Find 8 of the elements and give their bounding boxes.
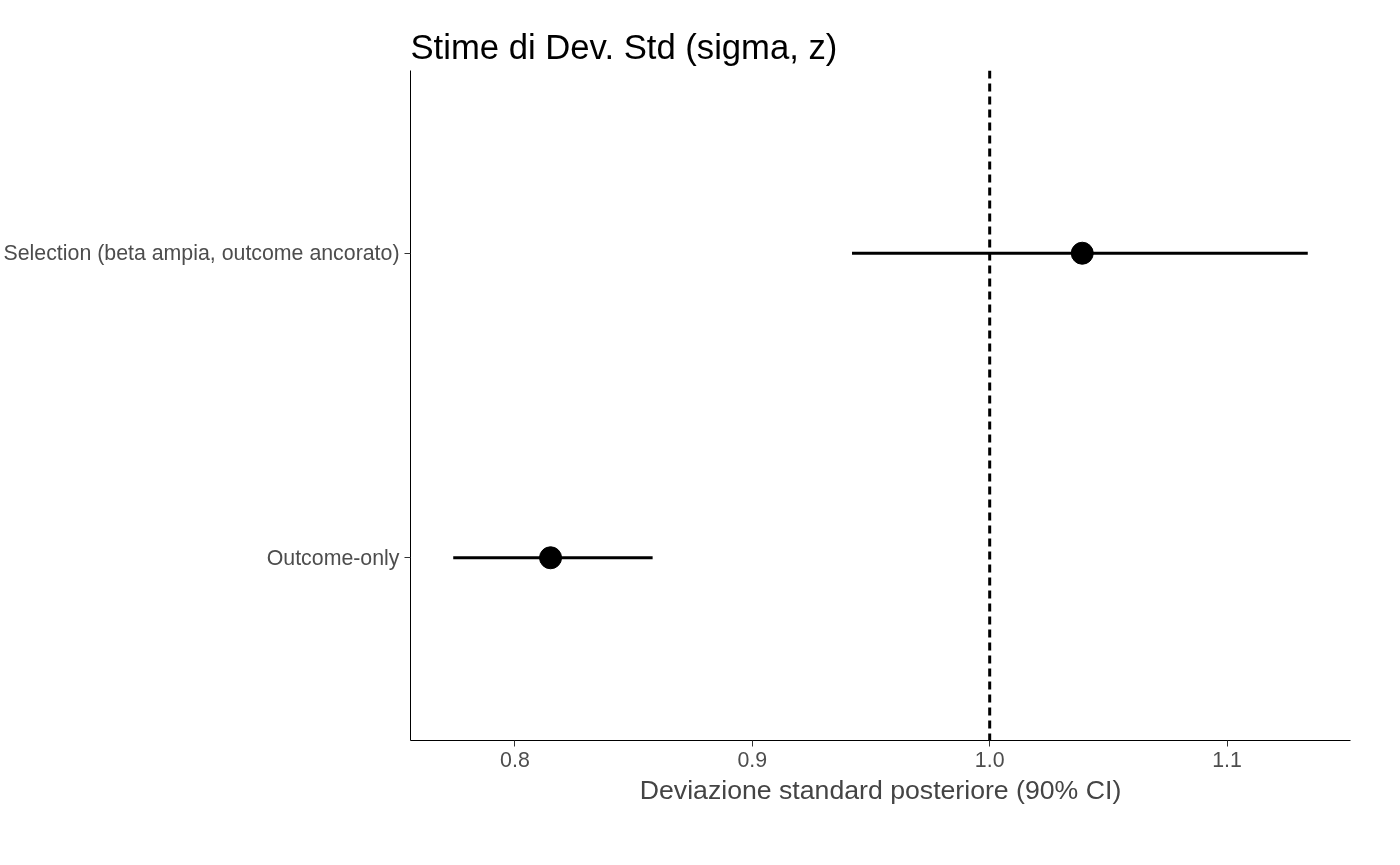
x-axis-title: Deviazione standard posteriore (90% CI) [639, 774, 1122, 805]
y-tick-label: Selection (beta ampia, outcome ancorato) [3, 241, 400, 266]
x-tick-label: 1.0 [974, 747, 1005, 772]
y-tick-label: Outcome-only [266, 545, 400, 570]
x-tick-label: 0.9 [737, 747, 768, 772]
chart-title: Stime di Dev. Std (sigma, z) [410, 27, 838, 66]
x-tick-label: 1.1 [1212, 747, 1242, 772]
x-tick-label: 0.8 [500, 747, 530, 772]
